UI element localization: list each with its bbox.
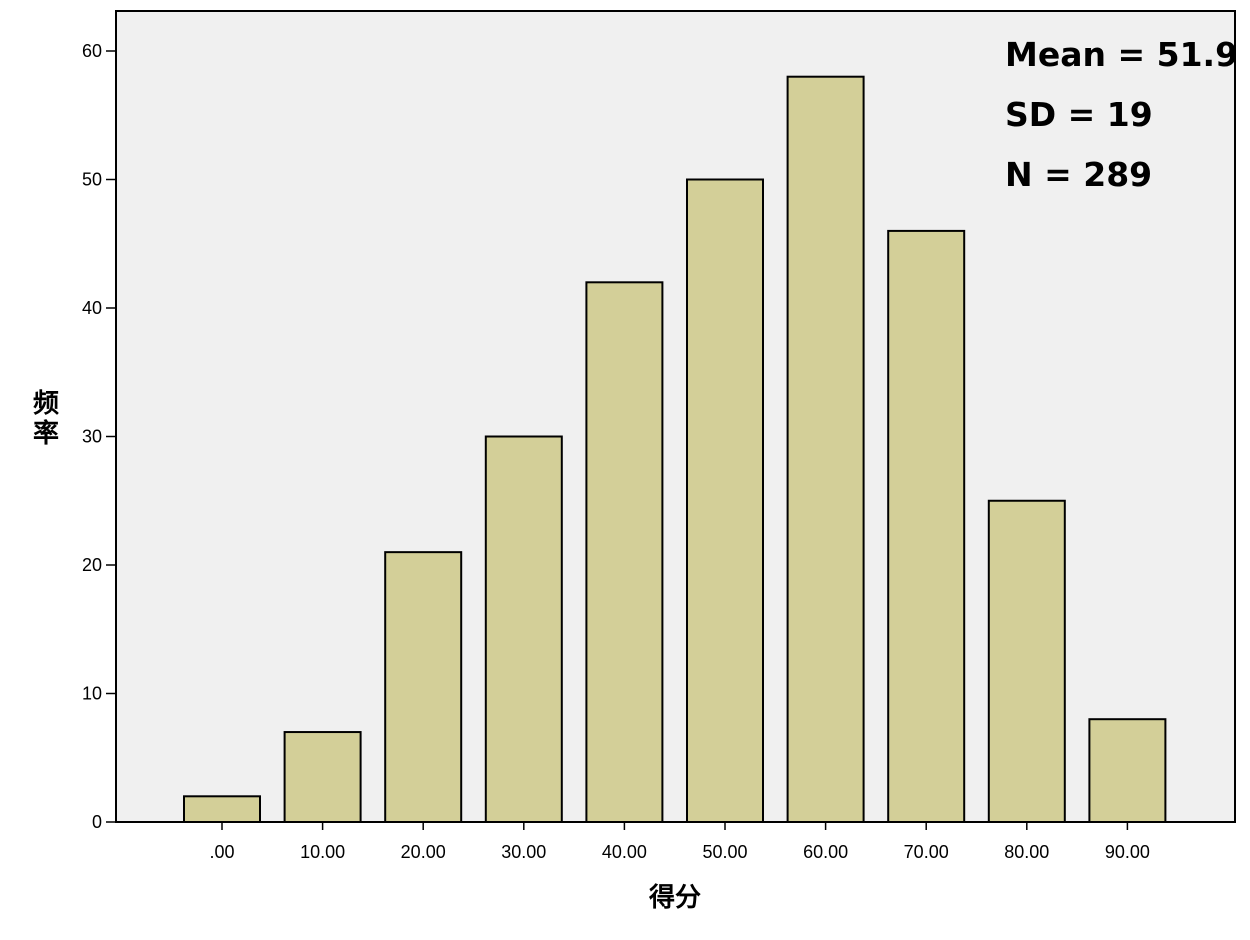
bars-group — [183, 75, 1167, 824]
bar — [484, 435, 563, 823]
stat-n: N = 289 — [1005, 155, 1152, 194]
bar — [183, 795, 261, 823]
x-tick-label: 40.00 — [602, 842, 647, 862]
y-tick-label: 0 — [92, 812, 102, 832]
bar — [1088, 718, 1167, 824]
stat-mean: Mean = 51.9 — [1005, 35, 1238, 74]
y-tick-label: 40 — [82, 298, 102, 318]
y-axis-title: 频率 — [33, 389, 59, 449]
y-tick-label: 10 — [82, 684, 102, 704]
x-tick-label: 90.00 — [1105, 842, 1150, 862]
x-tick-label: 20.00 — [401, 842, 446, 862]
x-tick-label: 80.00 — [1004, 842, 1049, 862]
y-axis: 0 10 20 30 40 50 60 — [82, 41, 116, 832]
x-axis-title: 得分 — [648, 883, 701, 913]
bar — [987, 499, 1066, 823]
x-tick-label: 70.00 — [904, 842, 949, 862]
x-axis: .00 10.00 20.00 30.00 40.00 50.00 60.00 70.00 80… — [209, 822, 1150, 862]
bar — [384, 551, 463, 824]
bar — [686, 178, 764, 823]
x-tick-label: 30.00 — [501, 842, 546, 862]
y-tick-label: 60 — [82, 41, 102, 61]
x-tick-label: 10.00 — [300, 842, 345, 862]
y-tick-label: 30 — [82, 427, 102, 447]
y-tick-label: 20 — [82, 555, 102, 575]
bar — [585, 281, 664, 823]
bar — [887, 229, 966, 823]
bar — [786, 75, 865, 823]
y-tick-label: 50 — [82, 170, 102, 190]
x-tick-label: 60.00 — [803, 842, 848, 862]
x-tick-label: 50.00 — [702, 842, 747, 862]
stat-sd: SD = 19 — [1005, 95, 1153, 134]
bar — [283, 731, 362, 823]
x-tick-label: .00 — [209, 842, 234, 862]
